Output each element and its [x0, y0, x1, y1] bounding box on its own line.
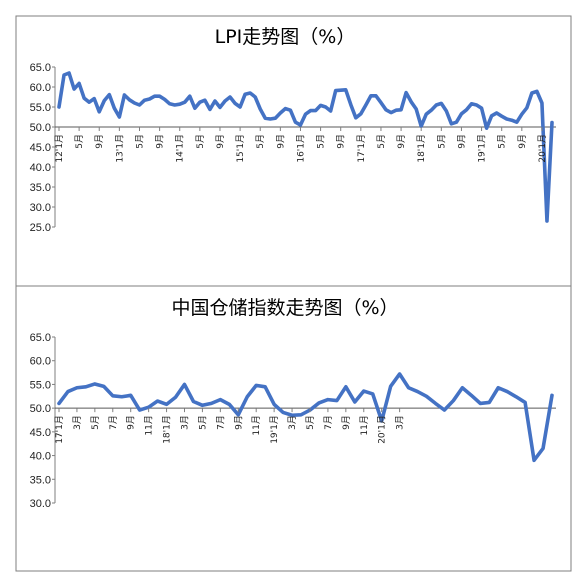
- lpi-x-tick-label: 13'1月: [114, 134, 125, 163]
- lpi-x-tick-label: 15'1月: [235, 134, 246, 163]
- warehouse-x-tick-label: 9月: [233, 415, 244, 430]
- warehouse-x-tick-label: 7月: [323, 415, 334, 430]
- warehouse-x-tick-label: 3月: [287, 415, 298, 430]
- warehouse-chart-panel: 中国仓储指数走势图（%） 65.0 60.0 55.0 50.0 45.0 40.0 35.…: [15, 285, 572, 572]
- warehouse-y-tick-label: 55.0: [30, 379, 51, 391]
- lpi-x-tick-label: 9月: [517, 134, 528, 149]
- lpi-y-tick-label: 60.0: [30, 82, 51, 94]
- warehouse-x-tick-label: 7月: [108, 415, 119, 430]
- warehouse-x-tick-label: 5月: [305, 415, 316, 430]
- warehouse-y-tick-label: 35.0: [30, 474, 51, 486]
- warehouse-x-tick-label: 5月: [90, 415, 101, 430]
- lpi-x-tick-label: 18'1月: [416, 134, 427, 163]
- warehouse-x-tick-label: 3月: [179, 415, 190, 430]
- lpi-x-tick-label: 5月: [376, 134, 387, 149]
- lpi-x-tick-label: 9月: [215, 134, 226, 149]
- warehouse-y-tick-label: 40.0: [30, 451, 51, 463]
- warehouse-y-tick-label: 60.0: [30, 356, 51, 368]
- lpi-x-tick-label: 5月: [497, 134, 508, 149]
- lpi-x-tick-label: 14'1月: [175, 134, 186, 163]
- lpi-y-tick-label: 50.0: [30, 122, 51, 134]
- lpi-y-tick-label: 35.0: [30, 182, 51, 194]
- lpi-x-tick-label: 5月: [74, 134, 85, 149]
- lpi-y-tick-label: 45.0: [30, 142, 51, 154]
- warehouse-x-tick-label: 11月: [359, 415, 370, 435]
- lpi-y-tick-label: 65.0: [30, 62, 51, 74]
- lpi-x-tick-label: 16'1月: [295, 134, 306, 163]
- lpi-series-line: [57, 71, 554, 223]
- lpi-y-tick-label: 55.0: [30, 102, 51, 114]
- warehouse-x-tick-label: 5月: [197, 415, 208, 430]
- warehouse-x-tick-label: 9月: [126, 415, 137, 430]
- warehouse-x-tick-label: 20'1月: [377, 415, 388, 444]
- warehouse-x-tick-label: 18'1月: [162, 415, 173, 444]
- warehouse-chart-frame: [15, 285, 572, 572]
- lpi-x-tick-label: 9月: [396, 134, 407, 149]
- warehouse-x-tick-label: 3月: [395, 415, 406, 430]
- lpi-x-tick-label: 12'1月: [54, 134, 65, 163]
- lpi-x-tick-label: 9月: [456, 134, 467, 149]
- warehouse-y-tick-label: 45.0: [30, 427, 51, 439]
- lpi-chart-panel: LPI走势图（%） 65.0 60.0 55.0 50.0 45.0 40.0 35.0 30…: [15, 15, 572, 287]
- lpi-x-tick-label: 9月: [275, 134, 286, 149]
- warehouse-chart-title: 中国仓储指数走势图（%）: [171, 297, 398, 319]
- lpi-chart-title: LPI走势图（%）: [215, 26, 356, 48]
- lpi-x-tick-label: 5月: [195, 134, 206, 149]
- warehouse-y-tick-label: 65.0: [30, 332, 51, 344]
- warehouse-x-tick-label: 19'1月: [269, 415, 280, 444]
- lpi-x-tick-label: 5月: [436, 134, 447, 149]
- lpi-x-tick-label: 5月: [134, 134, 145, 149]
- lpi-y-tick-label: 30.0: [30, 202, 51, 214]
- lpi-x-tick-label: 20'1月: [537, 134, 548, 163]
- lpi-x-tick-label: 17'1月: [356, 134, 367, 163]
- lpi-y-tick-label: 25.0: [30, 222, 51, 234]
- lpi-x-tick-label: 5月: [316, 134, 327, 149]
- warehouse-y-tick-label: 30.0: [30, 498, 51, 510]
- warehouse-x-tick-label: 7月: [215, 415, 226, 430]
- warehouse-x-tick-label: 9月: [341, 415, 352, 430]
- lpi-x-tick-label: 19'1月: [477, 134, 488, 163]
- lpi-x-tick-label: 9月: [336, 134, 347, 149]
- lpi-x-tick-label: 5月: [255, 134, 266, 149]
- lpi-x-tick-label: 9月: [155, 134, 166, 149]
- warehouse-series-line: [57, 372, 554, 463]
- warehouse-x-tick-label: 11月: [251, 415, 262, 435]
- warehouse-x-tick-label: 17'1月: [54, 415, 65, 444]
- lpi-y-tick-label: 40.0: [30, 162, 51, 174]
- lpi-x-tick-label: 9月: [94, 134, 105, 149]
- warehouse-x-tick-label: 3月: [72, 415, 83, 430]
- warehouse-x-tick-label: 11月: [144, 415, 155, 435]
- warehouse-y-tick-label: 50.0: [30, 403, 51, 415]
- lpi-chart-frame: [15, 15, 572, 287]
